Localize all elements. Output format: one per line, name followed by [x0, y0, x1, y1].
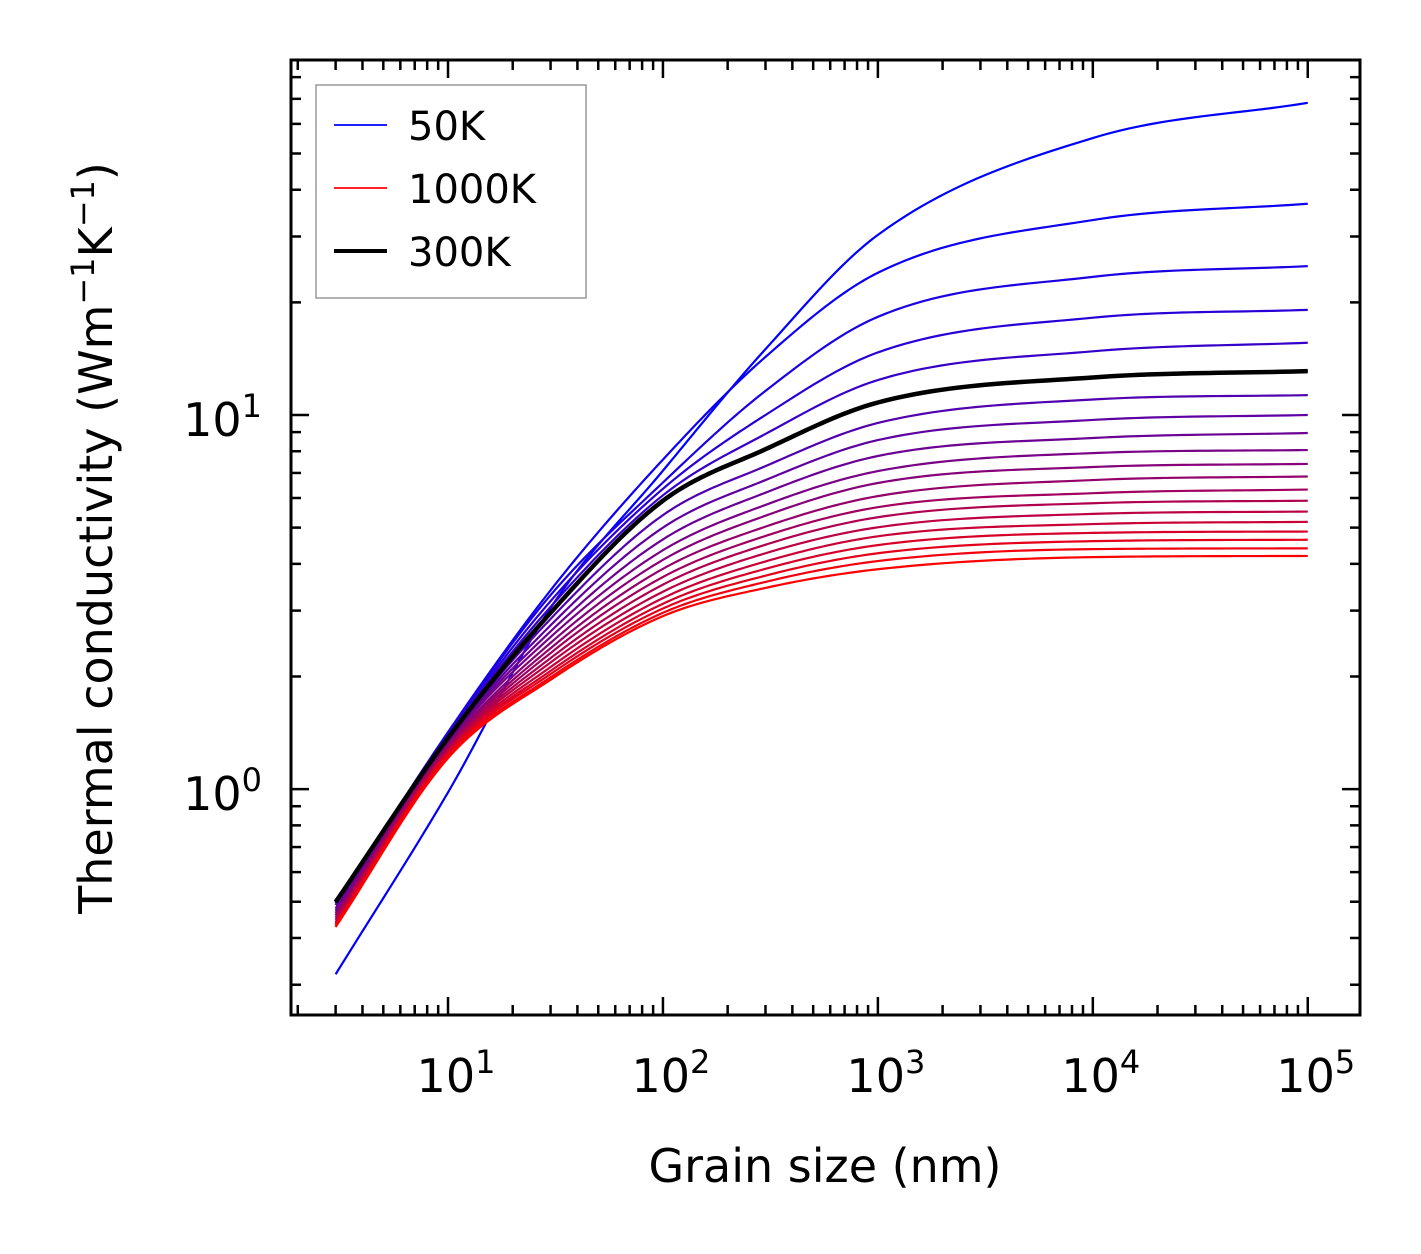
x-axis-label: Grain size (nm) [649, 1139, 1002, 1193]
x-tick-label: 102 [631, 1043, 710, 1103]
y-tick-label-base: 10 [183, 767, 242, 821]
legend-label-1000k: 1000K [408, 167, 538, 213]
x-tick-label-exp: 5 [1335, 1043, 1355, 1081]
legend-label-300k: 300K [408, 230, 512, 276]
y-tick-label-exp: 1 [242, 387, 262, 425]
y-axis-label-sup2: −1 [64, 180, 102, 227]
series-line-850k [334, 530, 1308, 925]
x-tick-label-base: 10 [1061, 1049, 1120, 1103]
x-tick-label-exp: 4 [1120, 1043, 1140, 1081]
y-axis-label-mid: K [69, 225, 123, 257]
y-tick-label: 100 [183, 761, 262, 821]
y-tick-label: 101 [183, 387, 262, 447]
series-line-1000k [334, 554, 1308, 928]
x-tick-label: 103 [846, 1043, 925, 1103]
series-line-650k [334, 488, 1308, 918]
axes-frame [289, 58, 1362, 1017]
y-axis-label-prefix: Thermal conductivity (Wm [69, 305, 123, 915]
x-tick-label-exp: 1 [475, 1043, 495, 1081]
series-line-800k [334, 520, 1308, 924]
series-line-500k [334, 448, 1308, 913]
x-tick-label: 104 [1061, 1043, 1140, 1103]
series-line-950k [334, 547, 1308, 927]
y-axis-label-sup1: −1 [64, 257, 102, 304]
series-layer [333, 101, 1308, 975]
series-line-50k [334, 101, 1308, 975]
legend-frame [315, 84, 587, 299]
series-line-550k [334, 462, 1308, 915]
highlight-line-300k [333, 368, 1308, 904]
x-tick-label: 101 [417, 1043, 496, 1103]
x-tick-label-exp: 3 [905, 1043, 925, 1081]
legend-label-50k: 50K [408, 104, 487, 150]
legend: 50K 1000K 300K [315, 84, 587, 299]
x-tick-label-base: 10 [417, 1049, 476, 1103]
y-axis-label-suffix: ) [69, 162, 123, 180]
x-tick-label-base: 10 [631, 1049, 690, 1103]
x-tick-label-base: 10 [1276, 1049, 1335, 1103]
series-line-700k [334, 499, 1308, 920]
ticks-layer [291, 60, 1360, 1015]
y-axis-label: Thermal conductivity (Wm−1K−1) [64, 162, 123, 915]
y-tick-label-exp: 0 [242, 761, 262, 799]
x-tick-label-base: 10 [846, 1049, 905, 1103]
series-line-900k [334, 538, 1308, 926]
series-line-600k [334, 475, 1308, 916]
x-tick-label-exp: 2 [690, 1043, 710, 1081]
series-line-750k [334, 510, 1308, 922]
y-tick-label-base: 10 [183, 393, 242, 447]
x-tick-label: 105 [1276, 1043, 1355, 1103]
